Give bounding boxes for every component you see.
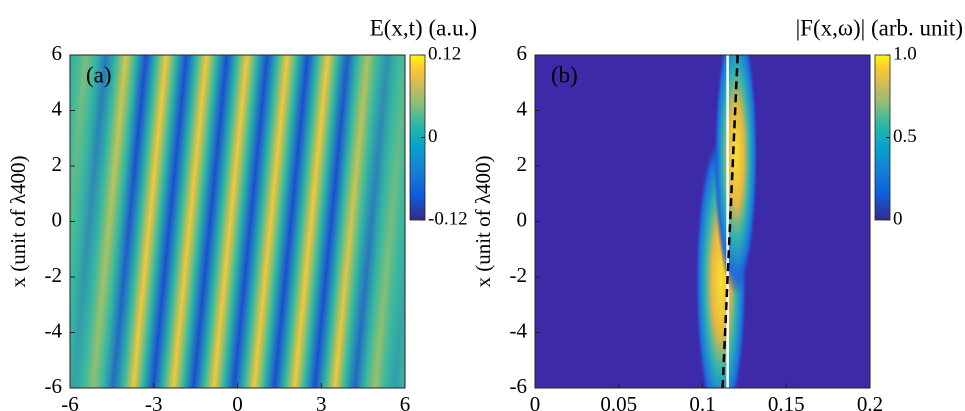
x-tick-label: 0.15 [768, 392, 805, 411]
y-axis-label: x (unit of λ400) [471, 155, 495, 287]
y-tick-label: 0 [52, 207, 63, 231]
y-tick-label: 2 [517, 152, 528, 176]
x-tick-label: -3 [145, 392, 163, 411]
chart-title: |F(x,ω)| (arb. unit) [796, 15, 963, 40]
y-tick-label: 0 [517, 207, 528, 231]
x-tick-label: 3 [316, 392, 327, 411]
y-tick-label: -2 [510, 263, 528, 287]
field-blob [714, 55, 758, 295]
y-tick-label: -6 [510, 374, 528, 398]
x-tick-label: -6 [61, 392, 79, 411]
y-axis-label: x (unit of λ400) [6, 155, 30, 287]
y-tick-label: -6 [45, 374, 63, 398]
y-tick-label: -4 [510, 318, 528, 342]
series-line [721, 54, 739, 389]
colorbar-tick-label: 0 [893, 208, 903, 229]
colorbar-tick-label: -0.12 [428, 208, 468, 229]
colorbar-tick-label: 0.12 [428, 43, 461, 64]
x-tick-label: 0 [530, 392, 541, 411]
y-tick-label: 4 [52, 96, 63, 120]
x-tick-label: 0.05 [600, 392, 637, 411]
colorbar-tick-label: 1.0 [893, 43, 917, 64]
heatmap-field [535, 55, 870, 388]
y-tick-label: 6 [52, 41, 63, 65]
y-tick-label: -4 [45, 318, 63, 342]
x-tick-label: 6 [400, 392, 411, 411]
x-tick-label: 0.1 [689, 392, 715, 411]
y-tick-label: -2 [45, 263, 63, 287]
heatmap-field [70, 55, 405, 388]
x-tick-label: 0.2 [857, 392, 883, 411]
panel-label: (b) [551, 62, 578, 87]
chart-title: E(x,t) (a.u.) [370, 15, 477, 40]
colorbar-tick-label: 0 [428, 126, 438, 147]
x-tick-label: 0 [232, 392, 243, 411]
field-fade [70, 55, 405, 388]
y-tick-label: 2 [52, 152, 63, 176]
y-tick-label: 4 [517, 96, 528, 120]
y-tick-label: 6 [517, 41, 528, 65]
panel-label: (a) [86, 62, 112, 87]
colorbar-tick-label: 0.5 [893, 126, 917, 147]
